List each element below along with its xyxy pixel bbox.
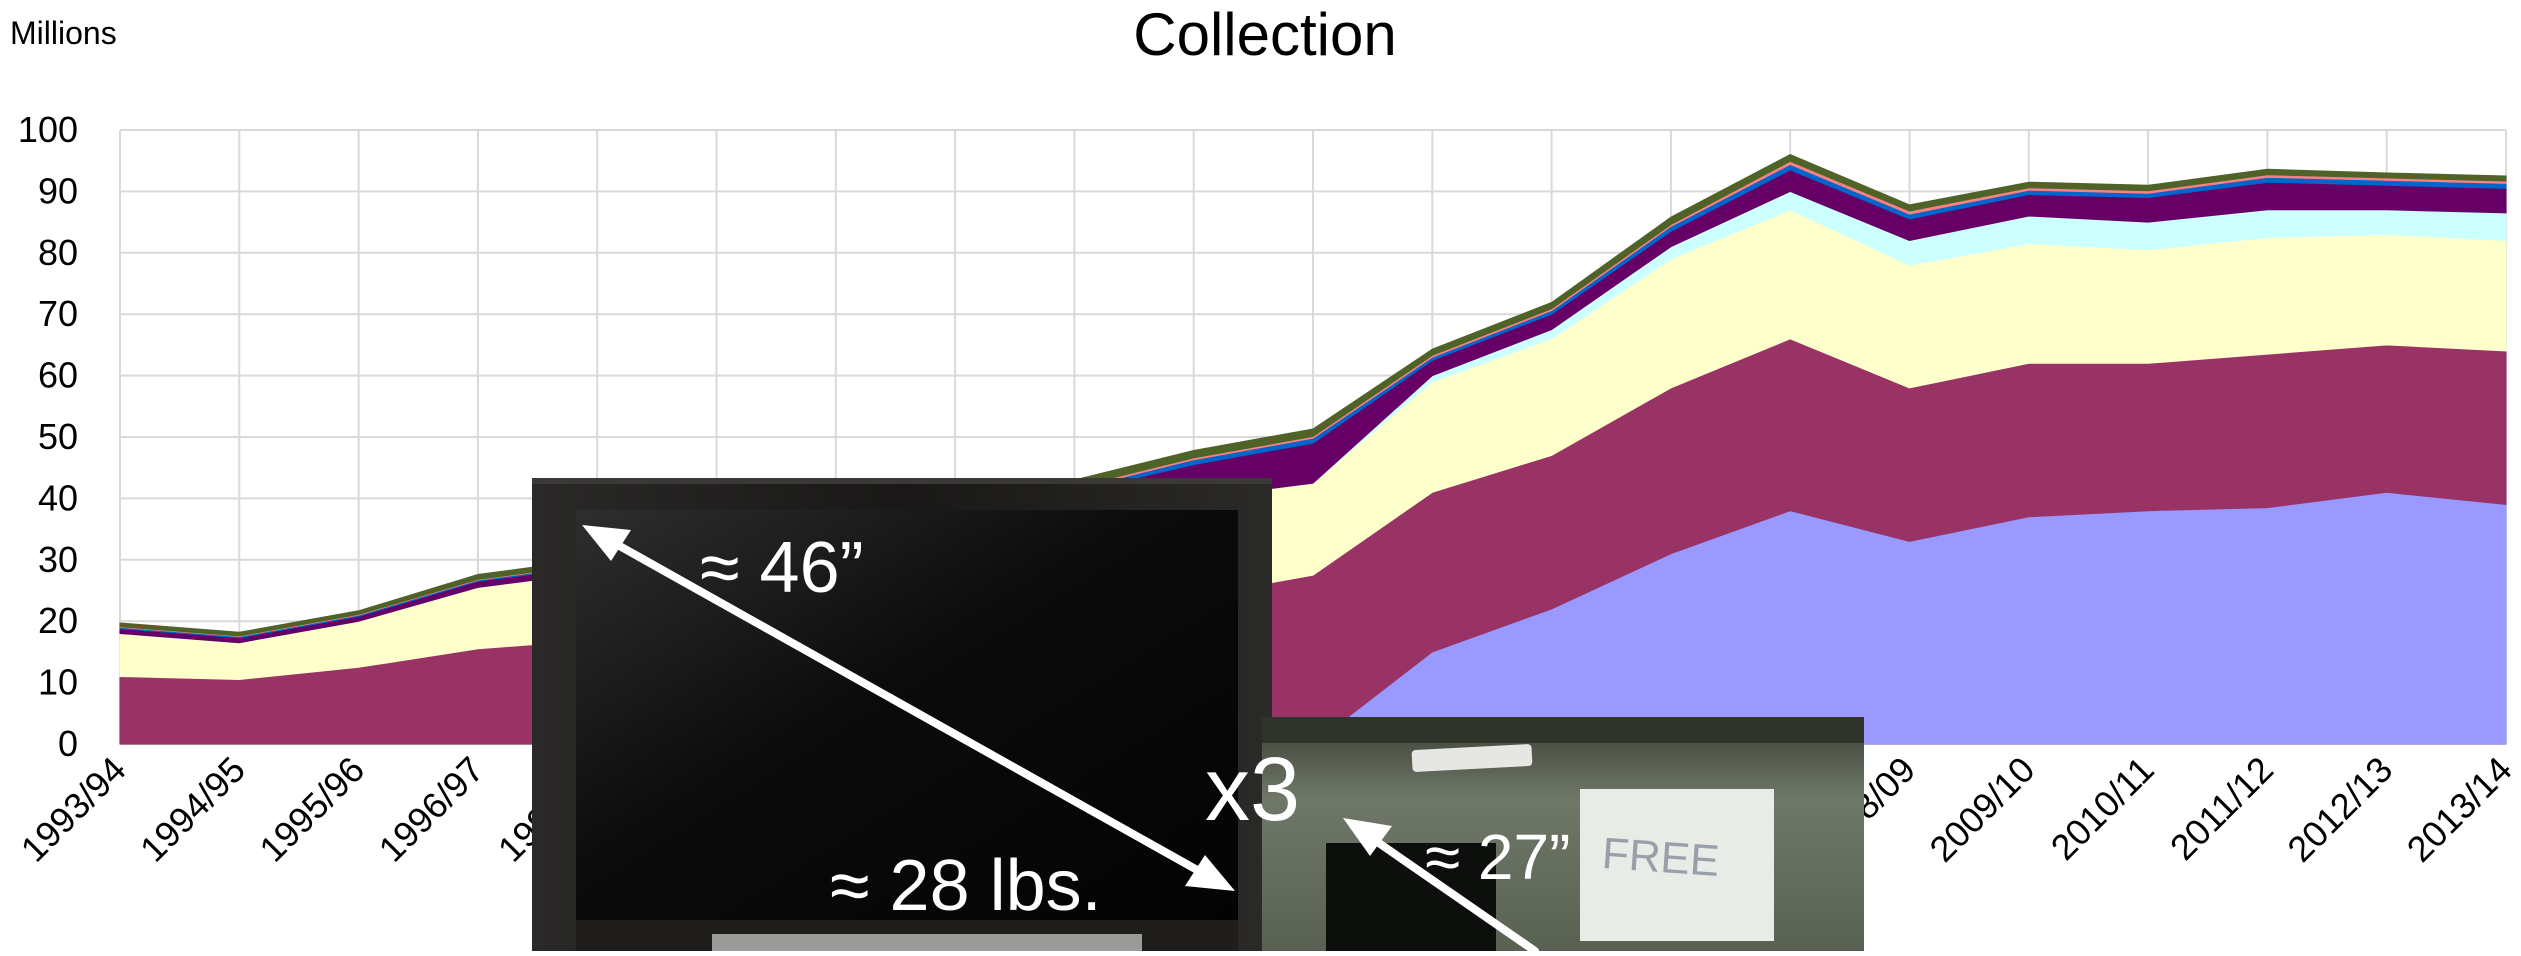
chart-title: Collection (1133, 1, 1396, 68)
crt-sign-text: FREE (1600, 828, 1721, 887)
y-tick-labels: 0 10 20 30 40 50 60 70 80 90 100 (18, 109, 78, 764)
y-tick-label: 80 (38, 232, 78, 273)
y-tick-label: 60 (38, 355, 78, 396)
tv-weight-label: ≈ 28 lbs. (830, 846, 1102, 926)
arrow-head-icon (1343, 818, 1392, 856)
tv-diagonal-arrow-line (596, 531, 1219, 884)
y-tick-label: 0 (58, 723, 78, 764)
crt-tv-illustration (1262, 717, 1864, 951)
y-tick-label: 50 (38, 416, 78, 457)
crt-size-label: ≈ 27” (1425, 821, 1571, 893)
y-tick-label: 10 (38, 662, 78, 703)
flat-tv-illustration (532, 478, 1272, 951)
crt-diagonal-arrow-line (1356, 826, 1539, 951)
tv-size-label: ≈ 46” (700, 528, 864, 608)
y-tick-label: 100 (18, 109, 78, 150)
y-tick-label: 40 (38, 477, 78, 518)
flat-tv-photo (532, 478, 1272, 951)
arrow-head-icon (582, 525, 631, 561)
arrow-head-icon (1185, 855, 1235, 891)
y-tick-label: 30 (38, 539, 78, 580)
crt-tv-photo (1262, 717, 1864, 951)
multiplier-label: x3 (1205, 740, 1301, 840)
y-axis-unit-label: Millions (10, 15, 117, 51)
y-tick-label: 70 (38, 293, 78, 334)
y-tick-label: 20 (38, 600, 78, 641)
y-tick-label: 90 (38, 170, 78, 211)
